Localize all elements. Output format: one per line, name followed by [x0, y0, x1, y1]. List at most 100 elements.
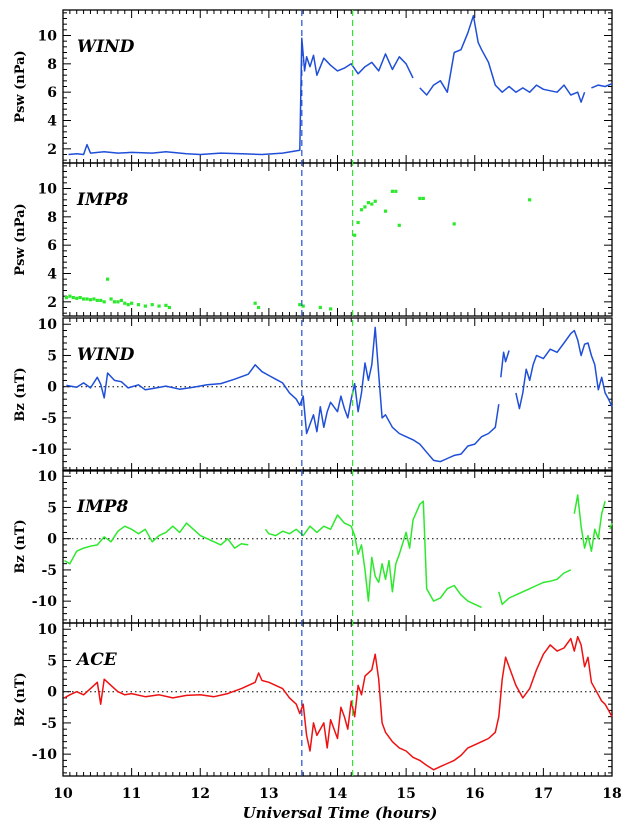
y-tick-label: 0	[47, 380, 57, 396]
data-point	[383, 209, 388, 213]
data-point	[256, 305, 261, 310]
y-tick-label: 0	[47, 685, 57, 701]
panel-frame	[62, 9, 613, 164]
y-tick-label: 10	[38, 469, 58, 485]
panel-3: -10 -5 0 5 10 Bz (nT) WIND	[13, 317, 613, 472]
data-point	[390, 189, 394, 193]
data-point	[370, 202, 374, 206]
data-point	[126, 303, 130, 307]
data-point	[136, 303, 141, 307]
data-point	[85, 297, 89, 301]
data-point	[116, 300, 120, 304]
data-point	[106, 277, 110, 281]
y-tick-label: -5	[41, 563, 57, 579]
panel-label: WIND	[77, 345, 135, 365]
x-tick-label: 11	[122, 786, 141, 802]
data-point	[329, 307, 333, 311]
series-line	[66, 326, 500, 463]
data-point	[75, 296, 79, 300]
y-tick-label: 10	[38, 317, 58, 333]
y-tick-label: 4	[47, 267, 57, 283]
data-point	[99, 298, 103, 303]
data-point	[81, 297, 86, 301]
data-point	[150, 303, 154, 307]
data-point	[418, 196, 422, 201]
series-line	[498, 569, 572, 606]
y-tick-label: 10	[38, 29, 58, 45]
data-point	[123, 301, 127, 305]
series-line	[573, 494, 606, 552]
data-point	[157, 304, 161, 308]
data-point	[143, 304, 147, 308]
y-tick-label: 5	[47, 348, 57, 364]
y-tick-label: 8	[47, 210, 57, 226]
series-line	[64, 635, 613, 771]
data-point	[353, 233, 357, 237]
series-line	[591, 83, 613, 89]
series-line	[500, 350, 510, 378]
data-point	[78, 295, 82, 300]
y-tick-label: 5	[47, 653, 57, 669]
data-point	[301, 304, 305, 308]
data-point	[253, 301, 257, 305]
panel-2: 2 4 6 8 10 Psw (nPa) IMP8	[13, 162, 613, 317]
y-tick-label: 10	[38, 182, 58, 198]
panel-frame	[62, 622, 613, 777]
data-point	[298, 303, 302, 307]
data-point	[130, 301, 134, 305]
y-tick-label: 6	[47, 85, 57, 101]
y-axis-label: Bz (nT)	[13, 519, 28, 573]
panel-label: WIND	[77, 37, 135, 57]
x-tick-label: 12	[191, 786, 210, 802]
panel-label: ACE	[75, 650, 118, 670]
data-point	[102, 300, 106, 304]
data-point	[359, 208, 364, 212]
data-point	[363, 205, 367, 209]
y-tick-label: 0	[47, 532, 57, 548]
data-point	[373, 199, 377, 203]
series-line	[609, 522, 613, 530]
data-point	[318, 305, 322, 310]
data-point	[167, 305, 171, 310]
series-line	[264, 500, 482, 609]
y-tick-label: 6	[47, 238, 57, 254]
event-lines-group	[301, 10, 354, 776]
panel-label: IMP8	[76, 190, 129, 210]
data-point	[95, 298, 99, 303]
series-line	[419, 14, 586, 103]
y-tick-label: 8	[47, 57, 57, 73]
data-point	[356, 220, 360, 225]
series-line	[515, 329, 613, 410]
data-point	[112, 300, 117, 304]
x-tick-label: 14	[328, 786, 348, 802]
data-point	[528, 198, 532, 202]
y-axis-label: Psw (nPa)	[13, 203, 28, 275]
data-point	[68, 294, 72, 298]
y-tick-label: -10	[32, 594, 58, 610]
panel-frame	[62, 317, 613, 472]
data-point	[394, 189, 398, 193]
data-point	[421, 196, 425, 201]
data-point	[397, 223, 401, 227]
y-tick-label: -5	[41, 716, 57, 732]
x-tick-label: 18	[602, 786, 621, 802]
y-axis-label: Bz (nT)	[13, 367, 28, 421]
panel-frame	[62, 469, 613, 624]
y-tick-label: 10	[38, 622, 58, 638]
y-tick-label: 2	[47, 295, 57, 311]
data-point	[64, 295, 69, 300]
data-point	[452, 222, 456, 226]
data-point	[92, 297, 96, 301]
panels-group: 2 4 6 8 10 Psw (nPa) WIND 2 4 6 8 10 Psw (nPa) IMP8 -1…	[13, 9, 613, 777]
x-tick-label: 10	[53, 786, 73, 802]
x-tick-label: 13	[259, 786, 278, 802]
x-axis-title: Universal Time (hours)	[243, 804, 438, 822]
data-point	[88, 298, 93, 302]
x-tick-label: 16	[465, 786, 484, 802]
y-tick-label: 2	[47, 142, 57, 158]
x-tick-labels: 10 11 12 13 14 15 16 17 18	[53, 786, 621, 802]
y-tick-label: -5	[41, 411, 57, 427]
panel-frame	[62, 162, 613, 317]
